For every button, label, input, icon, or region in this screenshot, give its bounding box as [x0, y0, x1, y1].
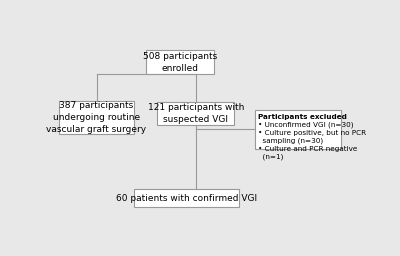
Text: • Unconfirmed VGI (n=30)
• Culture positive, but no PCR
  sampling (n=30)
• Cult: • Unconfirmed VGI (n=30) • Culture posit… — [258, 121, 366, 160]
FancyBboxPatch shape — [157, 102, 234, 125]
FancyBboxPatch shape — [255, 110, 342, 149]
Text: 121 participants with
suspected VGI: 121 participants with suspected VGI — [148, 103, 244, 124]
FancyBboxPatch shape — [134, 189, 239, 207]
Text: 508 participants
enrolled: 508 participants enrolled — [143, 52, 217, 73]
Text: 60 patients with confirmed VGI: 60 patients with confirmed VGI — [116, 194, 257, 203]
Text: Participants excluded: Participants excluded — [258, 114, 347, 121]
FancyBboxPatch shape — [146, 50, 214, 74]
Text: 387 participants
undergoing routine
vascular graft surgery: 387 participants undergoing routine vasc… — [46, 101, 146, 134]
FancyBboxPatch shape — [59, 101, 134, 134]
